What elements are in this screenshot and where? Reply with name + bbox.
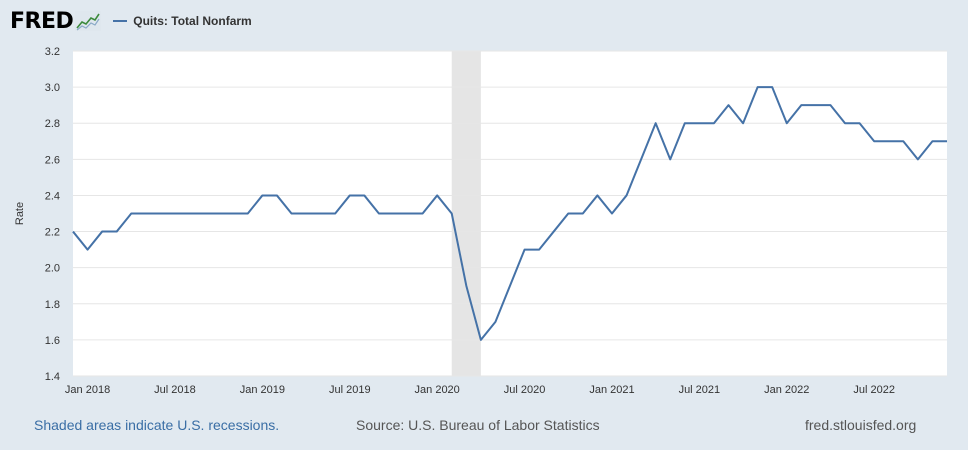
y-tick-label: 1.4	[45, 371, 60, 383]
x-tick-label: Jul 2021	[679, 384, 721, 396]
y-tick-label: 1.6	[45, 335, 60, 347]
x-axis-ticks: Jan 2018 Jul 2018 Jan 2019 Jul 2019 Jan 2020…	[65, 384, 895, 396]
y-tick-label: 2.6	[45, 154, 60, 166]
recession-note: Shaded areas indicate U.S. recessions.	[34, 417, 280, 433]
y-tick-label: 2.8	[45, 118, 60, 130]
y-tick-label: 2.0	[45, 263, 60, 275]
x-tick-label: Jan 2020	[415, 384, 460, 396]
x-tick-label: Jul 2018	[154, 384, 196, 396]
y-tick-label: 1.8	[45, 299, 60, 311]
y-tick-label: 2.2	[45, 227, 60, 239]
legend: Quits: Total Nonfarm	[113, 14, 252, 28]
x-tick-label: Jan 2022	[764, 384, 809, 396]
grid-lines	[73, 50, 947, 377]
fred-logo[interactable]: FRED	[10, 8, 74, 34]
fred-logo-graph-icon	[75, 11, 102, 31]
y-tick-label: 3.2	[45, 46, 60, 58]
x-tick-label: Jul 2022	[853, 384, 895, 396]
header: FRED Quits: Total Nonfarm	[10, 6, 252, 36]
y-axis-title: Rate	[14, 202, 26, 225]
x-tick-label: Jul 2020	[504, 384, 546, 396]
legend-swatch	[113, 20, 128, 22]
y-tick-label: 3.0	[45, 82, 60, 94]
y-tick-label: 2.4	[45, 190, 60, 202]
x-tick-label: Jul 2019	[329, 384, 371, 396]
x-tick-label: Jan 2019	[240, 384, 285, 396]
y-axis-ticks: 1.4 1.6 1.8 2.0 2.2 2.4 2.6 2.8 3.0 3.2	[45, 46, 60, 383]
x-tick-label: Jan 2021	[589, 384, 634, 396]
series-line[interactable]	[72, 86, 947, 341]
legend-label[interactable]: Quits: Total Nonfarm	[133, 14, 252, 28]
source-note: Source: U.S. Bureau of Labor Statistics	[356, 417, 600, 433]
x-tick-label: Jan 2018	[65, 384, 110, 396]
site-url[interactable]: fred.stlouisfed.org	[805, 417, 917, 433]
